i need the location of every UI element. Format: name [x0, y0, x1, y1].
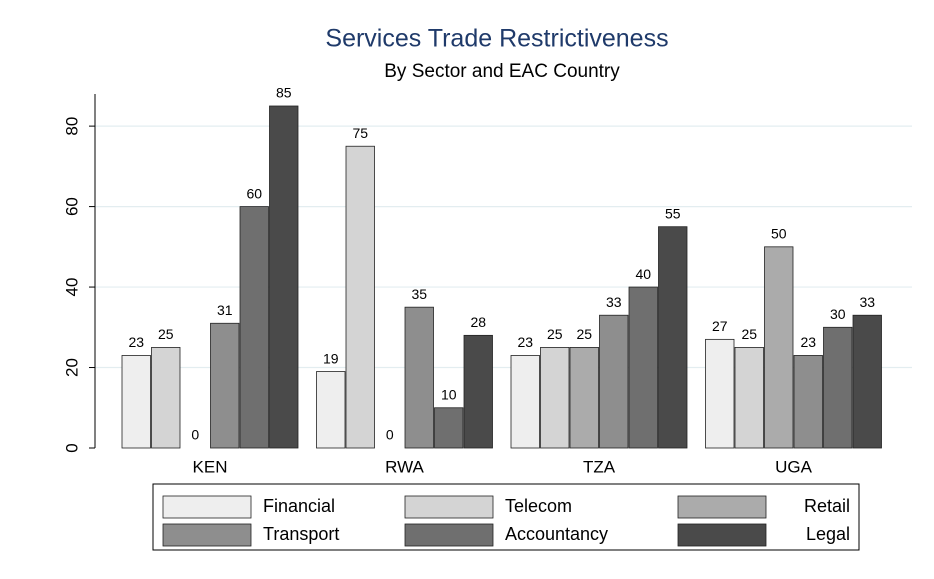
legend-label: Legal — [806, 524, 850, 544]
y-tick-label: 20 — [62, 358, 81, 377]
value-label: 25 — [741, 326, 757, 342]
value-label: 50 — [771, 226, 787, 242]
value-label: 60 — [246, 185, 262, 201]
value-label: 27 — [712, 318, 728, 334]
y-tick-label: 40 — [62, 278, 81, 297]
bar — [599, 314, 629, 449]
x-tick-label: RWA — [385, 457, 424, 476]
value-label: 0 — [386, 427, 394, 443]
bar — [658, 226, 688, 449]
value-label: 10 — [441, 386, 457, 402]
bar — [823, 326, 853, 449]
legend-label: Financial — [263, 496, 335, 516]
bar — [628, 286, 658, 449]
value-label: 33 — [606, 294, 622, 310]
bar — [852, 314, 882, 449]
y-tick-label: 60 — [62, 197, 81, 216]
chart-subtitle: By Sector and EAC Country — [384, 61, 620, 82]
bar — [121, 355, 151, 449]
x-tick-label: TZA — [583, 457, 616, 476]
legend-label: Telecom — [505, 496, 572, 516]
legend-label: Retail — [804, 496, 850, 516]
value-label: 23 — [800, 334, 816, 350]
chart-title: Services Trade Restrictiveness — [325, 25, 668, 53]
bar — [463, 334, 493, 449]
x-tick-label: KEN — [193, 457, 228, 476]
bar — [269, 105, 299, 449]
value-label: 19 — [323, 350, 339, 366]
bar — [345, 145, 375, 449]
value-label: 28 — [470, 314, 486, 330]
value-label: 23 — [517, 334, 533, 350]
bar — [404, 306, 434, 449]
legend-label: Accountancy — [505, 524, 608, 544]
value-label: 35 — [411, 286, 427, 302]
value-label: 23 — [128, 334, 144, 350]
y-tick-label: 0 — [62, 443, 81, 452]
legend-swatch — [162, 495, 252, 519]
bar — [705, 338, 735, 449]
legend-swatch — [404, 523, 494, 547]
value-label: 30 — [830, 306, 846, 322]
bar — [569, 347, 599, 449]
value-label: 0 — [191, 427, 199, 443]
bar — [793, 355, 823, 449]
legend-label: Transport — [263, 524, 339, 544]
bar — [540, 347, 570, 449]
bar — [510, 355, 540, 449]
value-label: 31 — [217, 302, 233, 318]
bar — [434, 407, 464, 449]
legend-swatch — [677, 523, 767, 547]
value-label: 25 — [158, 326, 174, 342]
bar — [151, 347, 181, 449]
value-label: 25 — [576, 326, 592, 342]
bar — [734, 347, 764, 449]
bar — [764, 246, 794, 449]
value-label: 75 — [352, 125, 368, 141]
legend-swatch — [162, 523, 252, 547]
x-tick-label: UGA — [775, 457, 813, 476]
legend-swatch — [677, 495, 767, 519]
bar — [239, 206, 269, 449]
value-label: 85 — [276, 85, 292, 101]
value-label: 33 — [859, 294, 875, 310]
value-label: 55 — [665, 205, 681, 221]
value-label: 25 — [547, 326, 563, 342]
bar — [316, 371, 346, 449]
bar — [210, 322, 240, 449]
y-tick-label: 80 — [62, 117, 81, 136]
value-label: 40 — [635, 266, 651, 282]
legend-swatch — [404, 495, 494, 519]
